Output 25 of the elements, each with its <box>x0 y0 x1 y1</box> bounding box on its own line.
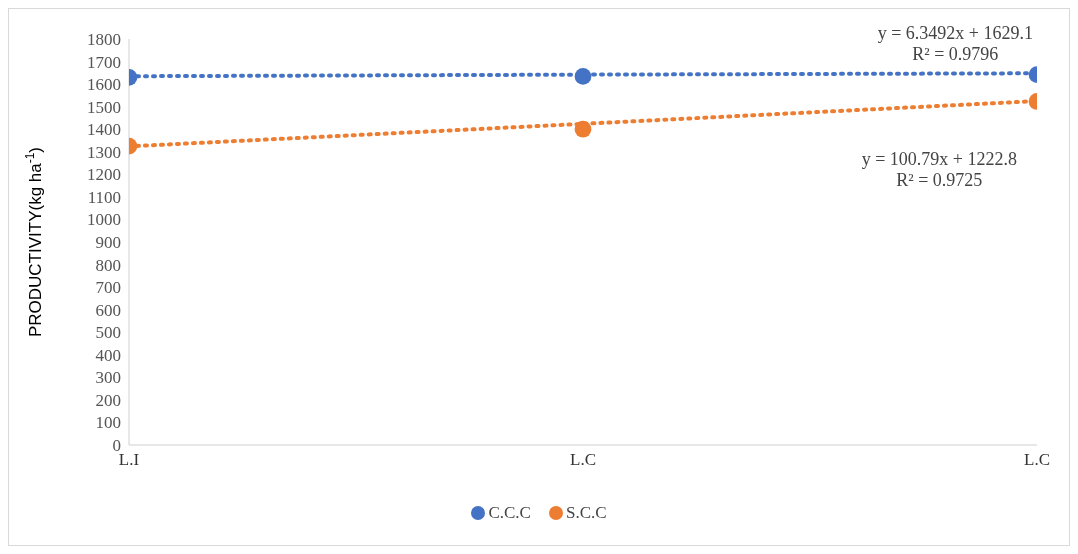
equation-note: y = 100.79x + 1222.8 R² = 0.9725 <box>861 149 1017 191</box>
y-tick-label: 1600 <box>87 75 121 95</box>
y-tick-label: 400 <box>95 345 121 365</box>
y-tick-label: 700 <box>95 278 121 298</box>
y-tick-label: 600 <box>95 300 121 320</box>
y-tick-label: 1400 <box>87 120 121 140</box>
y-tick-label: 500 <box>95 323 121 343</box>
y-tick-label: 1800 <box>87 30 121 50</box>
y-tick-label: 200 <box>95 390 121 410</box>
y-tick-label: 1200 <box>87 165 121 185</box>
y-tick-label: 100 <box>95 413 121 433</box>
x-tick-label: L.I <box>118 450 140 470</box>
y-tick-label: 1300 <box>87 142 121 162</box>
y-tick-label: 1500 <box>87 97 121 117</box>
x-tick-label: L.C <box>570 450 596 470</box>
y-tick-label: 800 <box>95 255 121 275</box>
y-tick-label: 1700 <box>87 52 121 72</box>
y-tick-label: 900 <box>95 233 121 253</box>
y-tick-label: 1100 <box>87 187 121 207</box>
x-tick-label: L.C <box>1024 450 1050 470</box>
legend-label: S.C.C <box>564 503 607 523</box>
equation-note: y = 6.3492x + 1629.1 R² = 0.9796 <box>877 23 1033 65</box>
y-tick-label: 300 <box>95 368 121 388</box>
legend-label: C.C.C <box>487 503 531 523</box>
y-tick-label: 1000 <box>87 210 121 230</box>
